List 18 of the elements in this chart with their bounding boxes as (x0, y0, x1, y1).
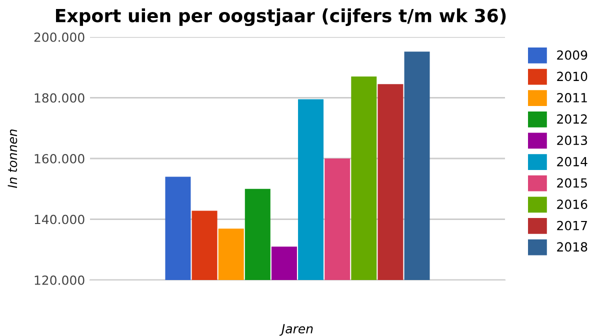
legend-label: 2017 (557, 220, 587, 230)
y-tick-label: 140.000 (34, 214, 84, 224)
legend-label: 2014 (557, 156, 588, 166)
legend-label: 2012 (557, 114, 587, 124)
legend-label: 2011 (557, 92, 587, 102)
y-tick-label: 200.000 (34, 32, 84, 42)
y-tick-label: 120.000 (34, 275, 84, 285)
x-axis-title: Jaren (279, 324, 313, 336)
chart-title: Export uien per oogstjaar (cijfers t/m wk 36) (56, 8, 506, 26)
legend-label: 2018 (557, 242, 588, 252)
y-axis-title: In tonnen (8, 130, 18, 188)
legend-label: 2013 (557, 136, 588, 146)
legend-label: 2009 (557, 50, 588, 60)
legend-label: 2010 (557, 72, 588, 82)
legend-label: 2015 (557, 178, 587, 188)
legend-label: 2016 (557, 200, 588, 209)
y-tick-label: 180.000 (34, 93, 84, 103)
y-tick-label: 160.000 (34, 154, 84, 164)
